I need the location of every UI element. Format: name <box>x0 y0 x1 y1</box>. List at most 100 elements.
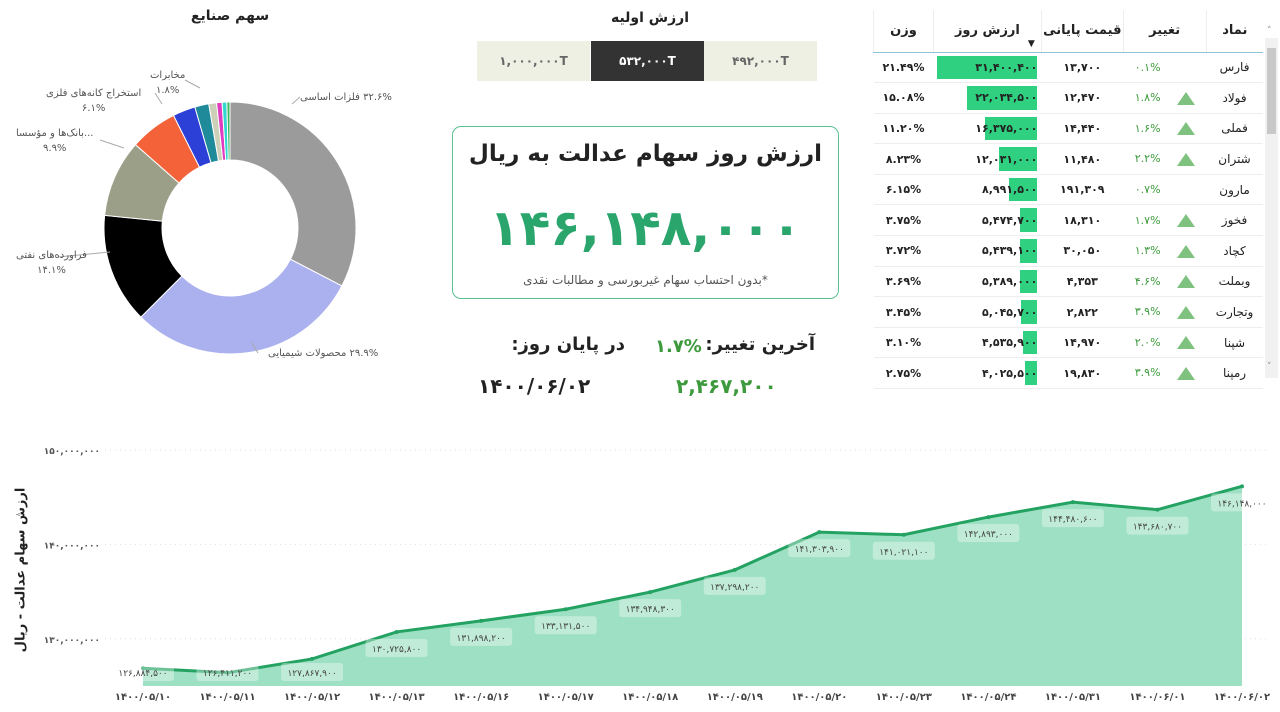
data-point[interactable] <box>310 656 315 661</box>
slice-name: فراورده‌های نفتی <box>16 250 87 261</box>
initial-option-1m[interactable]: ۱,۰۰۰,۰۰۰T <box>477 41 590 81</box>
change-value: ۳.۹% <box>1134 305 1161 319</box>
leader-line <box>291 96 301 105</box>
value-text: ۸,۹۹۱,۵۰۰ <box>981 183 1038 197</box>
donut-label: ۲۹.۹% محصولات شیمیایی <box>268 348 378 359</box>
donut-slice[interactable] <box>226 101 231 161</box>
x-tick-label: ۱۴۰۰/۰۵/۱۰ <box>115 692 171 703</box>
table-row[interactable]: وبملت ۴.۶% ۴,۳۵۳ ۵,۳۸۹,۰۰۰ ۳.۶۹% <box>873 266 1263 298</box>
initial-value-title: ارزش اولیه <box>610 10 690 26</box>
data-label-box <box>1041 509 1104 528</box>
col-symbol[interactable]: نماد <box>1205 10 1263 53</box>
value-text: ۵,۴۷۴,۷۰۰ <box>981 213 1038 227</box>
table-row[interactable]: رمپنا ۳.۹% ۱۹,۸۳۰ ۴,۰۲۵,۵۰۰ ۲.۷۵% <box>873 357 1263 390</box>
table-row[interactable]: وتجارت ۳.۹% ۲,۸۲۲ ۵,۰۴۵,۷۰۰ ۳.۴۵% <box>873 296 1263 328</box>
value-bar <box>1008 177 1038 202</box>
up-triangle-icon <box>1176 91 1195 105</box>
data-point[interactable] <box>986 515 991 520</box>
scroll-up-icon[interactable]: ˄ <box>1267 26 1272 36</box>
close-cell: ۱۲,۴۷۰ <box>1041 82 1124 114</box>
slice-name: ...بانک‌ها و مؤسسا <box>16 128 94 139</box>
symbol-cell[interactable]: فارس <box>1206 52 1263 84</box>
close-cell: ۱۸,۳۱۰ <box>1041 204 1124 237</box>
data-point[interactable] <box>394 629 399 634</box>
table-row[interactable]: فولاد ۱.۸% ۱۲,۴۷۰ ۲۲,۰۳۴,۵۰۰ ۱۵.۰۸% <box>873 82 1263 114</box>
data-label-box <box>450 627 513 646</box>
change-cell: ۳.۹% <box>1123 296 1207 328</box>
donut-slice[interactable] <box>229 101 357 287</box>
value-bar <box>1024 361 1038 386</box>
x-tick-label: ۱۴۰۰/۰۵/۱۱ <box>199 692 255 703</box>
data-point[interactable] <box>648 590 653 595</box>
col-change[interactable]: تغییر <box>1122 10 1207 53</box>
data-point[interactable] <box>901 532 906 537</box>
data-point[interactable] <box>141 666 145 671</box>
change-cell: ۱.۸% <box>1123 82 1207 114</box>
data-point[interactable] <box>1155 507 1160 512</box>
col-close[interactable]: قیمت پایانی <box>1040 10 1124 53</box>
value-text: ۳۱,۴۰۰,۴۰۰ <box>975 60 1038 74</box>
change-cell: ۴.۶% <box>1123 266 1207 298</box>
up-triangle-icon <box>1176 275 1195 289</box>
data-point[interactable] <box>479 618 484 623</box>
leader-line <box>184 79 201 89</box>
close-cell: ۱۱,۴۸۰ <box>1041 143 1124 175</box>
data-label: ۱۲۷,۸۶۷,۹۰۰ <box>287 669 336 679</box>
change-value: ۱.۷% <box>1134 213 1161 227</box>
slice-name: استخراج کانه‌های فلزی <box>46 88 142 99</box>
table-row[interactable]: شتران ۲.۲% ۱۱,۴۸۰ ۱۲,۰۳۱,۰۰۰ ۸.۲۳% <box>873 143 1263 175</box>
data-point[interactable] <box>1070 500 1075 505</box>
initial-option-492k[interactable]: ۴۹۲,۰۰۰T <box>704 41 817 81</box>
x-tick-label: ۱۴۰۰/۰۵/۱۷ <box>538 692 594 703</box>
donut-slice[interactable] <box>140 258 343 355</box>
scroll-down-icon[interactable]: ˅ <box>1267 362 1272 372</box>
area-fill <box>143 486 1242 686</box>
symbol-cell[interactable]: وتجارت <box>1206 296 1263 328</box>
weight-cell: ۳.۱۰% <box>873 327 934 359</box>
data-point[interactable] <box>563 607 568 612</box>
table-row[interactable]: فملی ۱.۶% ۱۴,۴۴۰ ۱۶,۳۷۵,۰۰۰ ۱۱.۲۰% <box>873 113 1263 145</box>
table-row[interactable]: فخوز ۱.۷% ۱۸,۳۱۰ ۵,۴۷۴,۷۰۰ ۳.۷۵% <box>873 204 1263 237</box>
symbol-cell[interactable]: شتران <box>1206 143 1263 175</box>
value-cell: ۴,۵۳۵,۹۰۰ <box>933 327 1042 359</box>
data-label: ۱۴۳,۶۸۰,۷۰۰ <box>1133 523 1182 533</box>
symbol-cell[interactable]: مارون <box>1206 174 1263 206</box>
symbol-cell[interactable]: فخوز <box>1206 204 1263 237</box>
value-cell: ۵,۴۷۴,۷۰۰ <box>933 204 1042 237</box>
data-label: ۱۳۰,۷۲۵,۸۰۰ <box>372 645 421 655</box>
initial-option-532k[interactable]: ۵۳۲,۰۰۰T <box>591 41 704 81</box>
close-cell: ۱۴,۴۴۰ <box>1041 113 1124 145</box>
col-weight[interactable]: وزن <box>873 10 934 53</box>
weight-cell: ۱۱.۲۰% <box>873 113 934 145</box>
table-row[interactable]: شپنا ۲.۰% ۱۴,۹۷۰ ۴,۵۳۵,۹۰۰ ۳.۱۰% <box>873 327 1263 359</box>
data-point[interactable] <box>817 530 822 535</box>
donut-label: استخراج کانه‌های فلزی ۶.۱% <box>46 88 141 114</box>
end-of-day-label: در پایان روز: <box>511 334 625 355</box>
data-label-box <box>365 638 428 657</box>
symbol-cell[interactable]: وبملت <box>1206 266 1263 298</box>
x-tick-label: ۱۴۰۰/۰۵/۱۹ <box>707 692 763 703</box>
value-bar <box>967 86 1038 110</box>
scrollbar-thumb[interactable] <box>1267 48 1276 134</box>
value-text: ۲۲,۰۳۴,۵۰۰ <box>975 91 1038 105</box>
x-tick-label: ۱۴۰۰/۰۵/۱۸ <box>622 692 678 703</box>
data-point[interactable] <box>225 670 230 675</box>
symbol-cell[interactable]: شپنا <box>1206 327 1263 359</box>
col-value[interactable]: ارزش روز ▼ <box>932 10 1042 53</box>
data-label-box <box>619 599 682 618</box>
symbol-cell[interactable]: رمپنا <box>1206 357 1263 390</box>
table-row[interactable]: کچاد ۱.۳% ۳۰,۰۵۰ ۵,۴۳۹,۱۰۰ ۳.۷۲% <box>873 235 1263 267</box>
close-cell: ۴,۳۵۳ <box>1041 266 1124 298</box>
x-tick-label: ۱۴۰۰/۰۵/۱۶ <box>453 692 509 703</box>
leader-line <box>57 251 111 258</box>
symbol-cell[interactable]: فملی <box>1206 113 1263 145</box>
data-point[interactable] <box>1240 484 1244 489</box>
table-row[interactable]: فارس ۰.۱% ۱۳,۷۰۰ ۳۱,۴۰۰,۴۰۰ ۲۱.۴۹% <box>873 52 1263 84</box>
symbol-cell[interactable]: فولاد <box>1206 82 1263 114</box>
table-row[interactable]: مارون ۰.۷% ۱۹۱,۳۰۹ ۸,۹۹۱,۵۰۰ ۶.۱۵% <box>873 174 1263 206</box>
symbol-cell[interactable]: کچاد <box>1206 235 1263 267</box>
data-label-box <box>281 663 344 681</box>
data-point[interactable] <box>732 567 737 572</box>
value-cell: ۳۱,۴۰۰,۴۰۰ <box>933 52 1042 84</box>
last-change-label: آخرین تغییر: <box>705 334 815 355</box>
